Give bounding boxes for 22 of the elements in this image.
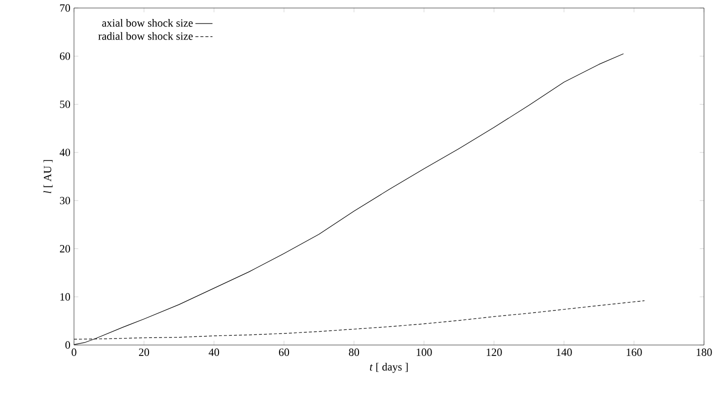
x-tick-label: 180 <box>696 348 712 356</box>
y-tick-label: 50 <box>60 100 70 108</box>
x-tick-label: 140 <box>556 348 572 356</box>
y-tick-label: 10 <box>60 293 70 301</box>
legend-label: radial bow shock size <box>98 32 193 40</box>
x-tick-label: 0 <box>72 348 76 356</box>
x-tick-label: 100 <box>416 348 432 356</box>
y-tick-label: 40 <box>60 148 70 156</box>
y-axis-title: l [ AU ] <box>44 160 53 194</box>
x-tick-label: 60 <box>278 348 290 356</box>
y-tick-label: 30 <box>60 196 70 204</box>
y-tick-label: 0 <box>65 341 70 349</box>
x-tick-label: 120 <box>486 348 502 356</box>
x-axis-title: t [ days ] <box>370 362 408 373</box>
y-tick-label: 20 <box>60 245 70 252</box>
x-tick-label: 20 <box>138 348 150 356</box>
x-tick-label: 160 <box>626 348 642 356</box>
legend-label: axial bow shock size <box>102 18 193 27</box>
x-tick-label: 80 <box>348 348 360 356</box>
y-tick-label: 70 <box>60 4 70 12</box>
x-tick-label: 40 <box>208 348 220 356</box>
y-tick-label: 60 <box>60 52 70 60</box>
